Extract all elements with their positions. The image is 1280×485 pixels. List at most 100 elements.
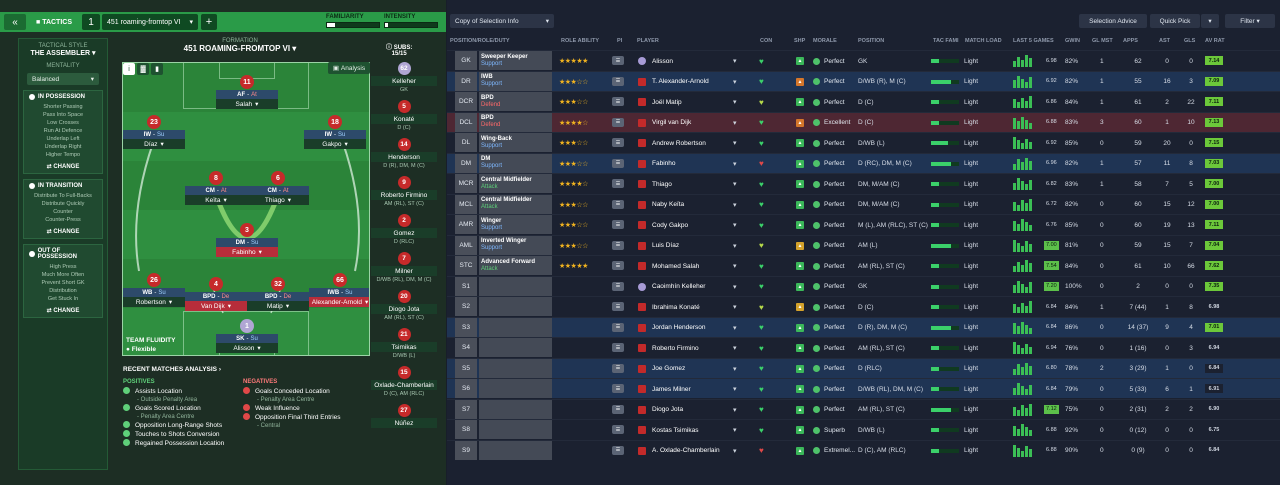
change-button[interactable]: ⇄ CHANGE xyxy=(46,164,80,170)
position-slot[interactable]: S9 xyxy=(455,440,477,460)
pitch-player[interactable]: 6 CM - At Thiago ▾ xyxy=(247,171,309,205)
pitch-player[interactable]: 26 WB - Su Robertson ▾ xyxy=(123,273,185,307)
role-duty-cell[interactable]: BPD Defend xyxy=(479,92,552,111)
position-slot[interactable]: S7 xyxy=(455,399,477,419)
sub-player[interactable]: 14 Henderson D (R), DM, M (C) xyxy=(368,138,440,176)
role-duty-cell[interactable] xyxy=(479,399,552,419)
player-name[interactable]: Kostas Tsimikas xyxy=(652,426,699,434)
role-duty-cell[interactable]: Inverted Winger Support xyxy=(479,235,552,255)
player-name[interactable]: Virgil van Dijk xyxy=(652,119,692,126)
role-duty-cell[interactable] xyxy=(479,276,552,296)
player-instructions-icon[interactable]: ☰ xyxy=(612,117,624,127)
player-instructions-icon[interactable]: ☰ xyxy=(612,404,624,414)
chevron-down-icon[interactable]: ▾ xyxy=(733,386,737,393)
column-header[interactable]: CON xyxy=(760,38,773,44)
quick-pick-menu-button[interactable]: ▾ xyxy=(1201,14,1219,28)
player-instructions-icon[interactable]: ☰ xyxy=(612,445,624,455)
player-instructions-icon[interactable]: ☰ xyxy=(612,76,624,86)
position-slot[interactable]: MCR xyxy=(455,174,477,193)
role-duty-cell[interactable] xyxy=(479,317,552,337)
table-row[interactable]: STC Advanced Forward Attack ★★★★★ ☰ Mohamed S… xyxy=(447,255,1280,275)
chevron-down-icon[interactable]: ▾ xyxy=(733,427,737,434)
position-slot[interactable]: STC xyxy=(455,256,477,275)
position-slot[interactable]: S4 xyxy=(455,338,477,357)
shirt-view-icon[interactable]: ▮ xyxy=(151,63,163,75)
table-row[interactable]: AMR Winger Support ★★★☆☆ ☰ Cody Gakpo ▾ ♥ ▲ Perfe… xyxy=(447,214,1280,234)
table-row[interactable]: S1 ☰ Caoimhín Kelleher ▾ ♥ ▲ Perfect GK Light 7.2… xyxy=(447,275,1280,296)
role-duty-cell[interactable] xyxy=(479,379,552,398)
sub-player[interactable]: 7 Milner D/WB (RL), DM, M (C) xyxy=(368,252,440,290)
player-name[interactable]: Caoimhín Kelleher xyxy=(652,283,706,290)
pitch-player[interactable]: 23 IW - Su Díaz ▾ xyxy=(123,115,185,149)
player-instructions-icon[interactable]: ☰ xyxy=(612,281,624,291)
table-row[interactable]: DR IWB Support ★★★☆☆ ☰ T. Alexander-Arnold ▾ ♥ ▲… xyxy=(447,70,1280,91)
change-button[interactable]: ⇄ CHANGE xyxy=(46,229,80,235)
role-duty-cell[interactable]: IWB Support xyxy=(479,71,552,91)
player-name[interactable]: Joël Matip xyxy=(652,98,682,106)
table-row[interactable]: S2 ☰ Ibrahima Konaté ▾ ♥ ▲ Perfect D (C) Light 6.… xyxy=(447,296,1280,316)
player-name[interactable]: Mohamed Salah xyxy=(652,262,700,270)
chevron-down-icon[interactable]: ▾ xyxy=(733,447,737,455)
player-instructions-icon[interactable]: ☰ xyxy=(612,322,624,332)
column-header[interactable]: POSITION/ROLE/DUTY xyxy=(450,38,510,44)
sub-player[interactable]: 21 Tsimikas D/WB (L) xyxy=(368,328,440,366)
column-header[interactable]: TAC FAMI xyxy=(933,38,959,44)
chevron-down-icon[interactable]: ▾ xyxy=(733,406,737,414)
player-instructions-icon[interactable]: ☰ xyxy=(612,179,624,188)
position-slot[interactable]: S1 xyxy=(455,276,477,296)
chevron-down-icon[interactable]: ▾ xyxy=(733,140,737,147)
role-duty-cell[interactable]: Wing-Back Support xyxy=(479,133,552,152)
player-name[interactable]: Luis Díaz xyxy=(652,242,680,249)
player-instructions-icon[interactable]: ☰ xyxy=(612,384,624,393)
style-value[interactable]: THE ASSEMBLER ▾ xyxy=(30,50,96,57)
chevron-down-icon[interactable]: ▾ xyxy=(733,304,737,311)
player-name[interactable]: Diogo Jota xyxy=(652,406,684,413)
column-header[interactable]: SHP xyxy=(794,38,806,44)
role-duty-cell[interactable] xyxy=(479,338,552,357)
mentality-select[interactable]: Balanced ▾ xyxy=(27,73,99,85)
player-instructions-icon[interactable]: ☰ xyxy=(612,302,624,311)
column-header[interactable]: PI xyxy=(617,38,623,44)
role-duty-cell[interactable]: Winger Support xyxy=(479,215,552,234)
player-instructions-icon[interactable]: ☰ xyxy=(612,56,624,65)
chevron-down-icon[interactable]: ▾ xyxy=(733,365,737,373)
chevron-down-icon[interactable]: ▾ xyxy=(733,324,737,332)
pitch-player[interactable]: 66 IWB - Su Alexander-Arnold ▾ xyxy=(309,273,369,307)
player-name[interactable]: Fabinho xyxy=(652,160,676,167)
chevron-down-icon[interactable]: ▾ xyxy=(733,58,737,65)
position-slot[interactable]: DCR xyxy=(455,92,477,111)
position-slot[interactable]: S5 xyxy=(455,358,477,378)
table-row[interactable]: GK Sweeper Keeper Support ★★★★★ ☰ Alisson ▾ ♥ ▲ P… xyxy=(447,50,1280,70)
position-slot[interactable]: AML xyxy=(455,235,477,255)
chevron-down-icon[interactable]: ▾ xyxy=(733,222,737,229)
role-duty-cell[interactable] xyxy=(479,420,552,439)
column-header[interactable]: GWIN xyxy=(1065,38,1080,44)
column-header[interactable]: GL MST xyxy=(1092,38,1113,44)
column-header[interactable]: APPS xyxy=(1123,38,1138,44)
table-row[interactable]: MCR Central Midfielder Attack ★★★★☆ ☰ Thiago ▾… xyxy=(447,173,1280,193)
player-name[interactable]: Andrew Robertson xyxy=(652,139,706,147)
chevron-down-icon[interactable]: ▾ xyxy=(733,78,737,86)
chevron-down-icon[interactable]: ▾ xyxy=(733,345,737,352)
chevron-down-icon[interactable]: ▾ xyxy=(733,263,737,270)
change-button[interactable]: ⇄ CHANGE xyxy=(46,308,80,314)
sub-player[interactable]: 2 Gomez D (RLC) xyxy=(368,214,440,252)
role-duty-cell[interactable] xyxy=(479,440,552,460)
formation-select[interactable]: 451 roaming-fromtop VI ▾ xyxy=(102,14,198,30)
analysis-button[interactable]: ▣ Analysis xyxy=(328,62,370,74)
player-instructions-icon[interactable]: ☰ xyxy=(612,261,624,270)
column-header[interactable]: MORALE xyxy=(813,38,837,44)
chevron-down-icon[interactable]: ▾ xyxy=(733,99,737,106)
player-name[interactable]: Cody Gakpo xyxy=(652,221,689,229)
table-row[interactable]: DM DM Support ★★★☆☆ ☰ Fabinho ▾ ♥ ▲ Perfect D (RC)… xyxy=(447,152,1280,173)
pitch-player[interactable]: 3 DM - Su Fabinho ▾ xyxy=(216,223,278,257)
player-name[interactable]: Joe Gomez xyxy=(652,365,686,372)
player-instructions-icon[interactable]: ☰ xyxy=(612,199,624,209)
column-header[interactable]: LAST 5 GAMES xyxy=(1013,38,1054,44)
chevron-down-icon[interactable]: ▾ xyxy=(733,242,737,250)
table-row[interactable]: DL Wing-Back Support ★★★☆☆ ☰ Andrew Robertson… xyxy=(447,132,1280,152)
position-slot[interactable]: GK xyxy=(455,51,477,70)
player-name[interactable]: Naby Keïta xyxy=(652,201,685,208)
table-row[interactable]: S6 ☰ James Milner ▾ ♥ ▲ Perfect D/WB (RL), DM, … xyxy=(447,378,1280,398)
position-slot[interactable]: MCL xyxy=(455,194,477,214)
